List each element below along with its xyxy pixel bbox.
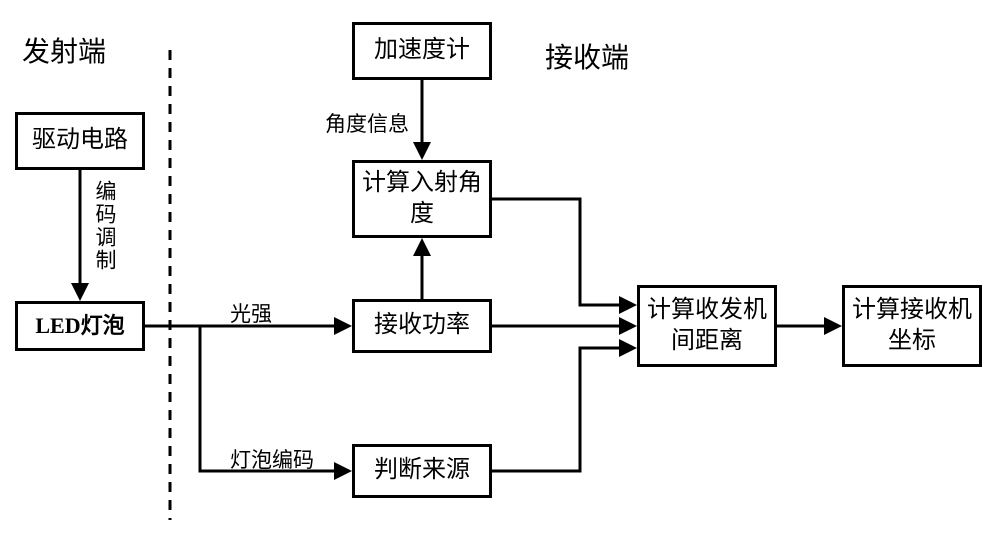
- node-judge-source: 判断来源: [352, 444, 492, 498]
- node-accelerometer-text: 加速度计: [374, 35, 470, 66]
- node-calc-distance-text: 计算收发机间距离: [640, 295, 774, 357]
- node-accelerometer: 加速度计: [352, 22, 492, 80]
- node-calc-incidence-text: 计算入射角度: [355, 168, 489, 230]
- node-drive-circuit-text: 驱动电路: [32, 125, 128, 156]
- edge-judge-to-distance: [492, 348, 634, 471]
- edge-label-light-intensity: 光强: [230, 298, 272, 328]
- node-recv-power-text: 接收功率: [374, 310, 470, 341]
- edge-label-bulb-encoding: 灯泡编码: [230, 444, 314, 474]
- edge-incidence-to-distance: [492, 199, 634, 305]
- edge-label-angle-info: 角度信息: [325, 108, 409, 138]
- node-drive-circuit: 驱动电路: [15, 112, 145, 170]
- node-judge-source-text: 判断来源: [374, 455, 470, 486]
- flowchart-lines: [0, 0, 1000, 547]
- section-receive-label: 接收端: [545, 36, 629, 76]
- node-led-bulb: LED灯泡: [15, 301, 145, 351]
- node-calc-coords: 计算接收机坐标: [842, 285, 982, 367]
- edge-label-encode-modulate: 编码调制: [90, 180, 120, 272]
- node-calc-incidence: 计算入射角度: [352, 160, 492, 238]
- node-calc-coords-text: 计算接收机坐标: [845, 295, 979, 357]
- section-transmit-label: 发射端: [22, 30, 106, 70]
- node-recv-power: 接收功率: [352, 299, 492, 353]
- node-led-bulb-text: LED灯泡: [35, 312, 124, 341]
- node-calc-distance: 计算收发机间距离: [637, 285, 777, 367]
